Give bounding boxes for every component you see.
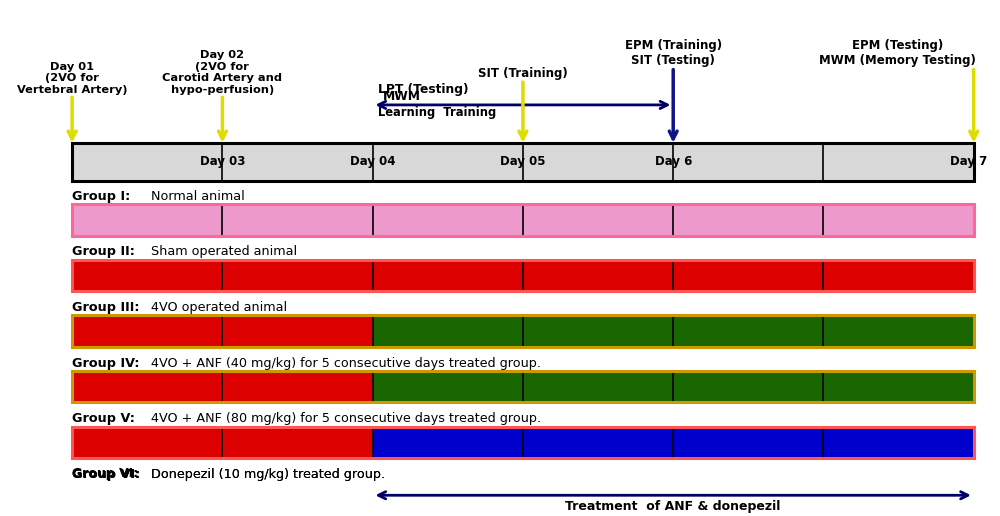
Bar bbox=[72, 260, 974, 291]
Bar bbox=[72, 204, 974, 236]
Text: Day 05: Day 05 bbox=[500, 155, 546, 168]
Text: Day 6: Day 6 bbox=[655, 155, 692, 168]
Bar bbox=[373, 427, 974, 458]
Bar bbox=[72, 427, 373, 458]
Text: Treatment  of ANF & donepezil: Treatment of ANF & donepezil bbox=[565, 501, 781, 513]
Text: Group VI:: Group VI: bbox=[72, 467, 140, 480]
Bar bbox=[72, 143, 974, 181]
Text: Day 7: Day 7 bbox=[950, 155, 987, 168]
Bar bbox=[72, 371, 974, 402]
Bar bbox=[72, 204, 974, 236]
Bar bbox=[373, 315, 974, 347]
Bar bbox=[72, 371, 373, 402]
Bar bbox=[72, 260, 974, 291]
Text: MWM: MWM bbox=[383, 90, 421, 103]
Text: Group I:: Group I: bbox=[72, 190, 130, 203]
Text: Donepezil (10 mg/kg) treated group.: Donepezil (10 mg/kg) treated group. bbox=[147, 467, 385, 480]
Text: Group VI:: Group VI: bbox=[72, 466, 138, 479]
Text: Group VI:: Group VI: bbox=[72, 467, 140, 480]
Text: Normal animal: Normal animal bbox=[147, 190, 245, 203]
Bar bbox=[72, 315, 974, 347]
Text: EPM (Training)
SIT (Testing): EPM (Training) SIT (Testing) bbox=[625, 39, 722, 67]
Bar bbox=[72, 315, 373, 347]
Text: Donepezil (10 mg/kg) treated group.: Donepezil (10 mg/kg) treated group. bbox=[147, 467, 385, 480]
Bar bbox=[72, 427, 974, 458]
Text: Day 01
(2VO for
Vertebral Artery): Day 01 (2VO for Vertebral Artery) bbox=[17, 61, 127, 95]
Text: EPM (Testing)
MWM (Memory Testing): EPM (Testing) MWM (Memory Testing) bbox=[819, 39, 976, 67]
Text: Sham operated animal: Sham operated animal bbox=[147, 246, 297, 259]
Text: Learning  Training: Learning Training bbox=[378, 106, 496, 119]
Text: Day 04: Day 04 bbox=[350, 155, 395, 168]
Text: LPT (Testing): LPT (Testing) bbox=[378, 83, 468, 96]
Text: Group II:: Group II: bbox=[72, 246, 135, 259]
Text: Group V:: Group V: bbox=[72, 412, 135, 425]
Text: SIT (Training): SIT (Training) bbox=[478, 67, 568, 79]
Text: 4VO operated animal: 4VO operated animal bbox=[147, 301, 287, 314]
Text: Group IV:: Group IV: bbox=[72, 357, 140, 369]
Text: Group III:: Group III: bbox=[72, 301, 140, 314]
Bar bbox=[373, 371, 974, 402]
Text: Day 03: Day 03 bbox=[200, 155, 245, 168]
Text: 4VO + ANF (40 mg/kg) for 5 consecutive days treated group.: 4VO + ANF (40 mg/kg) for 5 consecutive d… bbox=[147, 357, 541, 369]
Text: Day 02
(2VO for
Carotid Artery and
hypo-perfusion): Day 02 (2VO for Carotid Artery and hypo-… bbox=[162, 50, 282, 95]
Text: 4VO + ANF (80 mg/kg) for 5 consecutive days treated group.: 4VO + ANF (80 mg/kg) for 5 consecutive d… bbox=[147, 412, 541, 425]
